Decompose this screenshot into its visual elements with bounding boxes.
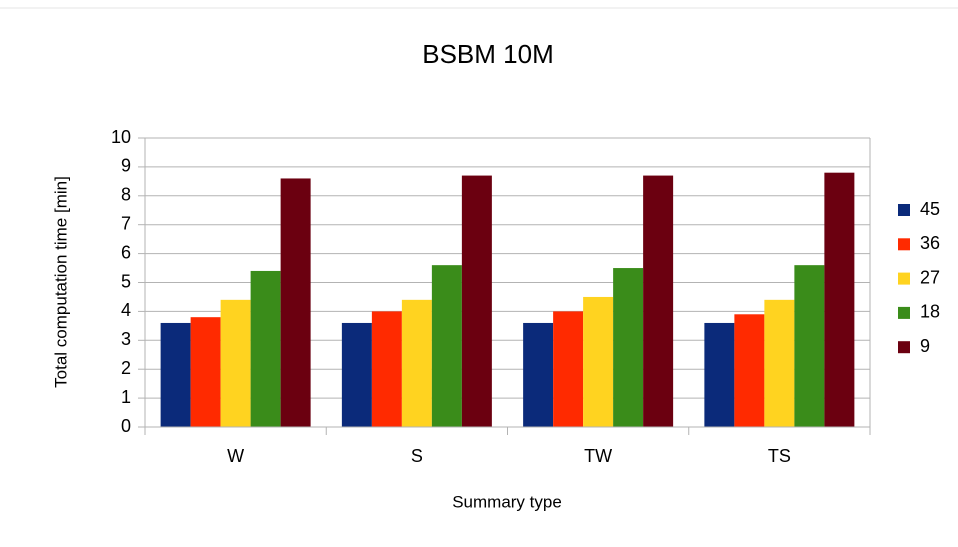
y-tick-label: 9 (121, 156, 131, 176)
bar (613, 268, 644, 427)
bar (280, 178, 311, 427)
bar (583, 296, 614, 427)
bar (401, 299, 432, 427)
y-tick-label: 5 (121, 271, 131, 291)
y-tick-label: 3 (121, 329, 131, 349)
bar (461, 175, 492, 427)
legend-swatch (898, 341, 910, 354)
legend-swatch (898, 238, 910, 251)
bar (431, 265, 462, 427)
legend-label: 9 (920, 336, 930, 356)
x-tick-label: S (411, 446, 423, 466)
x-axis-label: Summary type (452, 492, 562, 511)
bar (250, 270, 281, 427)
bar (734, 314, 765, 427)
bar (794, 265, 825, 427)
y-tick-label: 7 (121, 213, 131, 233)
bar (371, 311, 402, 427)
x-tick-label: TW (584, 446, 612, 466)
bar (704, 322, 735, 427)
legend-swatch (898, 204, 910, 216)
bar (553, 311, 584, 427)
y-tick-label: 10 (111, 127, 131, 147)
y-axis-label: Total computation time [min] (51, 176, 70, 388)
y-tick-label: 6 (121, 242, 131, 262)
bar (824, 172, 855, 427)
bar (341, 322, 372, 427)
legend-swatch (898, 272, 910, 285)
bar (523, 322, 554, 427)
bar (190, 317, 221, 427)
legend-label: 18 (920, 302, 940, 322)
x-tick-label: W (227, 446, 244, 466)
bar (160, 322, 191, 427)
legend-swatch (898, 306, 910, 319)
y-tick-label: 8 (121, 185, 131, 205)
legend-label: 45 (920, 199, 940, 219)
bar (220, 299, 251, 427)
chart-title: BSBM 10M (422, 39, 554, 69)
x-tick-label: TS (768, 446, 791, 466)
y-tick-label: 2 (121, 358, 131, 378)
y-tick-label: 0 (121, 416, 131, 436)
legend-label: 36 (920, 233, 940, 253)
legend-label: 27 (920, 267, 940, 287)
bar (764, 299, 795, 427)
y-tick-label: 4 (121, 300, 131, 320)
y-tick-label: 1 (121, 387, 131, 407)
bar (643, 175, 674, 427)
